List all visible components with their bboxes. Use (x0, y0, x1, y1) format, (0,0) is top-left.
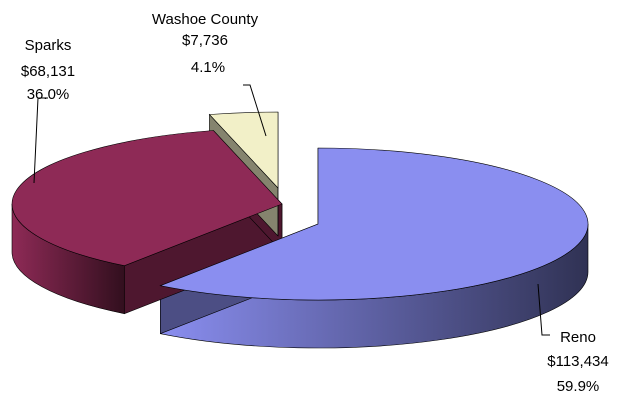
label-washoe-value: $7,736 (182, 32, 228, 49)
slice-reno (159, 147, 589, 301)
label-reno-name: Reno (560, 329, 596, 346)
leader-line-reno (537, 283, 550, 336)
label-sparks-percent: 36.0% (27, 86, 70, 103)
label-washoe-percent: 4.1% (191, 59, 225, 76)
slice-sparks (11, 130, 283, 267)
label-sparks-name: Sparks (25, 37, 72, 54)
label-reno-value: $113,434 (547, 353, 608, 370)
leader-line-washoe (243, 84, 267, 137)
label-sparks-value: $68,131 (21, 63, 75, 80)
slice-washoe-county (208, 111, 279, 189)
label-washoe-name: Washoe County (152, 11, 259, 28)
label-reno-percent: 59.9% (557, 378, 600, 395)
leader-line-sparks (33, 97, 48, 184)
